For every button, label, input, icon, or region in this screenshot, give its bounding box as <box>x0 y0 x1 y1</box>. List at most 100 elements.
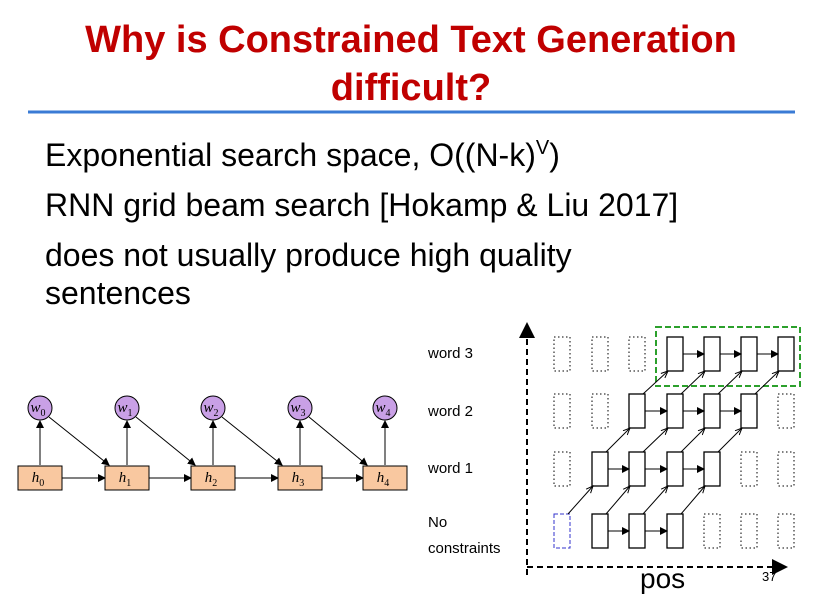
grid-cell <box>740 451 758 487</box>
symbol: h <box>32 470 40 486</box>
output-label: w2 <box>203 400 218 419</box>
hidden-label: h4 <box>377 470 390 489</box>
output-label: w0 <box>30 400 45 419</box>
page-number: 37 <box>762 569 776 584</box>
grid-cell <box>591 336 609 372</box>
symbol: w <box>30 400 40 416</box>
grid-cell <box>666 513 684 549</box>
symbol: h <box>377 470 385 486</box>
output-label: w3 <box>290 400 305 419</box>
symbol: w <box>117 400 127 416</box>
hidden-node <box>17 465 63 491</box>
hidden-label: h3 <box>292 470 305 489</box>
grid-cell <box>591 513 609 549</box>
subscript: 3 <box>299 478 304 489</box>
row-label: word 2 <box>427 403 473 420</box>
bullet: RNN grid beam search [Hokamp & Liu 2017] <box>45 187 678 223</box>
arrow <box>48 416 110 466</box>
row-label: word 3 <box>427 345 473 362</box>
arrow <box>717 428 742 453</box>
symbol: w <box>290 400 300 416</box>
grid-cell <box>553 393 571 429</box>
output-node <box>287 395 313 421</box>
grid-cell <box>740 393 758 429</box>
row-label: No <box>428 514 447 531</box>
grid-cell <box>703 336 721 372</box>
grid-cell <box>628 513 646 549</box>
hidden-label: h1 <box>119 470 132 489</box>
arrow <box>717 371 742 395</box>
bullet: sentences <box>45 275 191 311</box>
subscript: 1 <box>126 478 131 489</box>
arrow <box>680 428 705 453</box>
grid-cell <box>666 336 684 372</box>
arrow <box>680 371 705 395</box>
grid-cell <box>703 393 721 429</box>
arrow <box>221 416 283 466</box>
grid-cell <box>777 393 795 429</box>
title: Why is Constrained Text Generation <box>85 19 737 61</box>
symbol: w <box>375 400 385 416</box>
symbol: h <box>205 470 213 486</box>
grid-cell <box>777 336 795 372</box>
grid-cell <box>553 513 571 549</box>
symbol: w <box>203 400 213 416</box>
bullet: Exponential search space, O((N-k)V) <box>45 137 560 173</box>
grid-cell <box>628 393 646 429</box>
subscript: 2 <box>214 408 219 419</box>
output-label: w1 <box>117 400 132 419</box>
grid-cell <box>666 451 684 487</box>
bullet: does not usually produce high quality <box>45 237 572 273</box>
grid-cell <box>553 451 571 487</box>
axis-label: pos <box>640 563 685 594</box>
subscript: 1 <box>128 408 133 419</box>
output-node <box>372 395 398 421</box>
arrow <box>605 428 630 453</box>
hidden-node <box>362 465 408 491</box>
arrow <box>754 371 779 395</box>
arrow <box>642 486 668 515</box>
grid-cell <box>777 513 795 549</box>
grid-cell <box>666 393 684 429</box>
grid-cell <box>777 451 795 487</box>
row-label: constraints <box>428 540 501 557</box>
grid-diagram <box>519 322 801 575</box>
title: difficult? <box>331 67 491 109</box>
grid-cell <box>740 336 758 372</box>
arrow <box>642 371 668 395</box>
hidden-node <box>190 465 236 491</box>
output-node <box>114 395 140 421</box>
symbol: h <box>292 470 300 486</box>
grid-cell <box>591 393 609 429</box>
hidden-node <box>277 465 323 491</box>
output-label: w4 <box>375 400 390 419</box>
grid-cell <box>703 513 721 549</box>
arrow <box>680 486 705 515</box>
arrow <box>135 416 196 466</box>
hidden-label: h0 <box>32 470 45 489</box>
grid-cell <box>591 451 609 487</box>
subscript: 4 <box>386 408 391 419</box>
arrow <box>567 486 593 515</box>
arrow <box>308 416 368 466</box>
grid-cell <box>740 513 758 549</box>
hidden-label: h2 <box>205 470 218 489</box>
subscript: 0 <box>39 478 44 489</box>
grid-cell <box>703 451 721 487</box>
hidden-node <box>104 465 150 491</box>
grid-cell <box>553 336 571 372</box>
grid-cell <box>628 451 646 487</box>
arrow <box>605 486 630 515</box>
output-node <box>200 395 226 421</box>
row-label: word 1 <box>427 460 473 477</box>
subscript: 3 <box>301 408 306 419</box>
subscript: 0 <box>41 408 46 419</box>
symbol: h <box>119 470 127 486</box>
subscript: 2 <box>212 478 217 489</box>
grid-cell <box>628 336 646 372</box>
subscript: 4 <box>384 478 389 489</box>
output-node <box>27 395 53 421</box>
arrow <box>642 428 668 453</box>
